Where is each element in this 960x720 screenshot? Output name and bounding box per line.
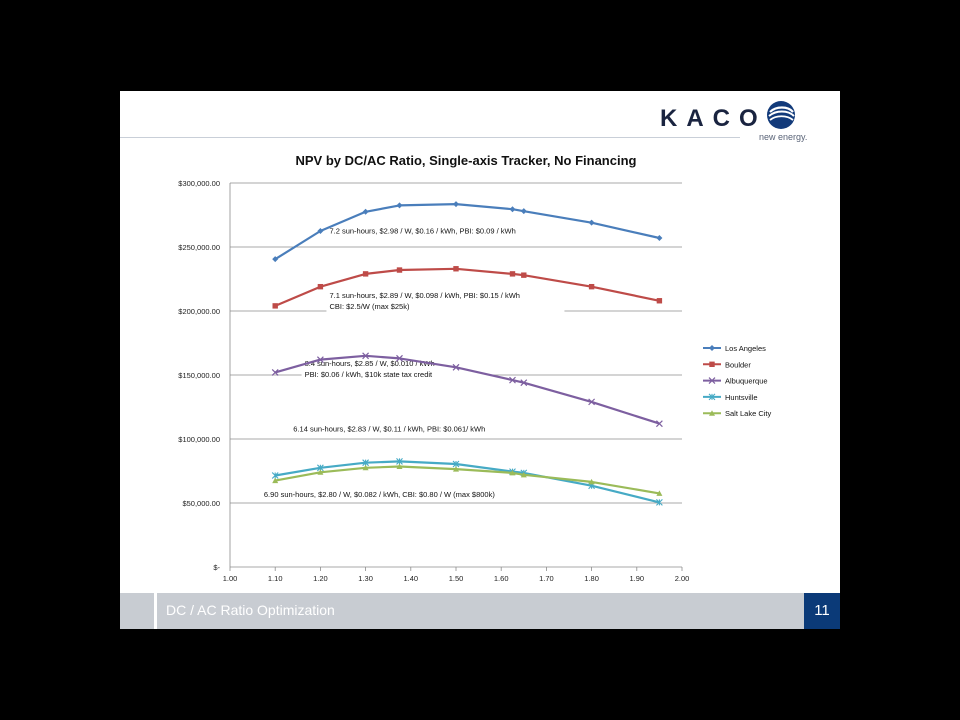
y-tick-label: $100,000.00 (178, 435, 220, 444)
data-point (396, 354, 403, 362)
x-tick-label: 1.80 (584, 574, 599, 583)
data-point (272, 477, 279, 484)
annotation-text: PBI: $0.06 / kWh, $10k state tax credit (305, 370, 433, 379)
annotation-text: 6.14 sun-hours, $2.83 / W, $0.11 / kWh, … (293, 424, 485, 433)
annotation-text: 7.1 sun-hours, $2.89 / W, $0.098 / kWh, … (329, 291, 520, 300)
data-point (396, 267, 403, 273)
data-point (509, 469, 516, 476)
page-number: 11 (804, 593, 840, 629)
data-point (509, 206, 516, 213)
y-tick-label: $250,000.00 (178, 243, 220, 252)
x-tick-label: 1.90 (629, 574, 644, 583)
annotation-text: CBI: $2.5/W (max $25k) (329, 302, 410, 311)
data-point (317, 228, 324, 234)
data-point (588, 478, 595, 485)
y-tick-label: $200,000.00 (178, 307, 220, 316)
x-tick-label: 1.20 (313, 574, 328, 583)
footer-bar: DC / AC Ratio Optimization 11 (120, 593, 840, 629)
x-tick-label: 1.70 (539, 574, 554, 583)
data-point (396, 463, 403, 470)
logo-wordmark: KACO (660, 105, 767, 132)
data-point (509, 376, 516, 384)
x-tick-label: 1.10 (268, 574, 283, 583)
legend-marker (708, 377, 716, 385)
data-point (362, 459, 369, 467)
x-tick-label: 1.30 (358, 574, 373, 583)
legend-marker (709, 410, 715, 416)
annotation-background (290, 422, 541, 436)
data-point (396, 458, 403, 465)
legend-label: Los Angeles (725, 344, 766, 353)
npv-line-chart: NPV by DC/AC Ratio, Single-axis Tracker,… (178, 153, 772, 583)
x-tick-label: 1.60 (494, 574, 509, 583)
annotation-text: 8.4 sun-hours, $2.85 / W, $0.010 / kWh (305, 359, 435, 368)
data-point (396, 202, 403, 209)
data-point (362, 271, 369, 277)
data-point (509, 271, 516, 277)
data-point (453, 201, 459, 208)
data-point (272, 303, 278, 309)
chart-title: NPV by DC/AC Ratio, Single-axis Tracker,… (296, 153, 637, 168)
annotation-text: 6.90 sun-hours, $2.80 / W, $0.082 / kWh,… (264, 490, 495, 499)
data-point (316, 356, 324, 364)
data-point (656, 490, 663, 496)
data-point (272, 256, 279, 263)
data-point (588, 283, 595, 290)
x-tick-label: 1.50 (449, 574, 464, 583)
annotation-background (326, 289, 565, 314)
data-point (520, 471, 527, 478)
legend-label: Boulder (725, 360, 751, 369)
y-tick-label: $- (213, 563, 220, 572)
data-point (520, 208, 527, 215)
annotation-background (326, 224, 559, 238)
data-point (452, 460, 460, 468)
legend-label: Huntsville (725, 393, 758, 402)
y-tick-label: $50,000.00 (182, 499, 220, 508)
data-point (453, 466, 459, 472)
data-point (362, 352, 370, 360)
header-divider (120, 137, 740, 138)
data-point (362, 208, 369, 215)
data-point (520, 379, 528, 387)
footer-separator (154, 593, 157, 629)
data-point (656, 498, 663, 506)
annotation-text: 7.2 sun-hours, $2.98 / W, $0.16 / kWh, P… (329, 227, 515, 236)
y-tick-label: $150,000.00 (178, 371, 220, 380)
data-point (453, 266, 459, 272)
data-point (521, 272, 527, 278)
data-point (588, 398, 596, 406)
data-point (317, 283, 324, 290)
slide: KACO new energy. NPV by DC/AC Ratio, Sin… (120, 91, 840, 629)
data-point (271, 472, 279, 479)
data-point (452, 363, 460, 371)
data-point (317, 469, 324, 475)
data-point (362, 464, 369, 471)
y-tick-label: $300,000.00 (178, 179, 220, 188)
logo-tagline: new energy. (759, 132, 808, 142)
legend-label: Albuquerque (725, 377, 768, 386)
data-point (656, 298, 663, 304)
data-point (655, 420, 663, 428)
legend-marker (709, 361, 715, 367)
data-point (271, 369, 279, 376)
x-tick-label: 1.00 (223, 574, 238, 583)
logo-swirl-icon (767, 101, 795, 129)
footer-title: DC / AC Ratio Optimization (166, 602, 335, 618)
legend-label: Salt Lake City (725, 409, 772, 418)
data-point (588, 219, 595, 226)
data-point (656, 235, 663, 242)
legend-marker (709, 345, 715, 351)
annotation-background (260, 488, 541, 502)
x-tick-label: 1.40 (403, 574, 418, 583)
x-tick-label: 2.00 (675, 574, 690, 583)
legend-marker (708, 393, 716, 401)
